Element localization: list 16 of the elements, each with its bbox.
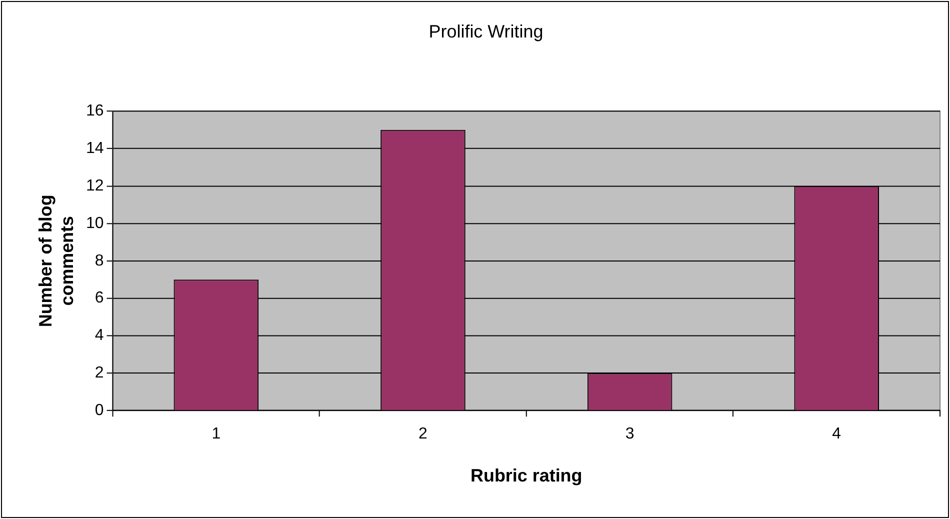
y-tick-label: 10 <box>86 214 104 232</box>
y-tick-label: 14 <box>86 140 104 157</box>
x-axis-title: Rubric rating <box>470 465 582 486</box>
y-tick-label: 4 <box>94 327 104 344</box>
y-tick-label: 12 <box>86 177 104 194</box>
y-tick-label: 8 <box>94 252 104 270</box>
y-tick-label: 0 <box>94 402 104 419</box>
x-tick-label: 4 <box>832 426 842 443</box>
x-tick-label: 3 <box>625 426 634 443</box>
y-axis-title: Number of blog comments <box>36 194 78 328</box>
y-tick-label: 6 <box>94 290 104 307</box>
x-tick-label: 2 <box>418 426 428 443</box>
y-tick-label: 2 <box>94 364 104 382</box>
y-tick-label: 16 <box>86 102 104 120</box>
chart-title: Prolific Writing <box>428 22 544 42</box>
x-tick-label: 1 <box>212 426 221 443</box>
